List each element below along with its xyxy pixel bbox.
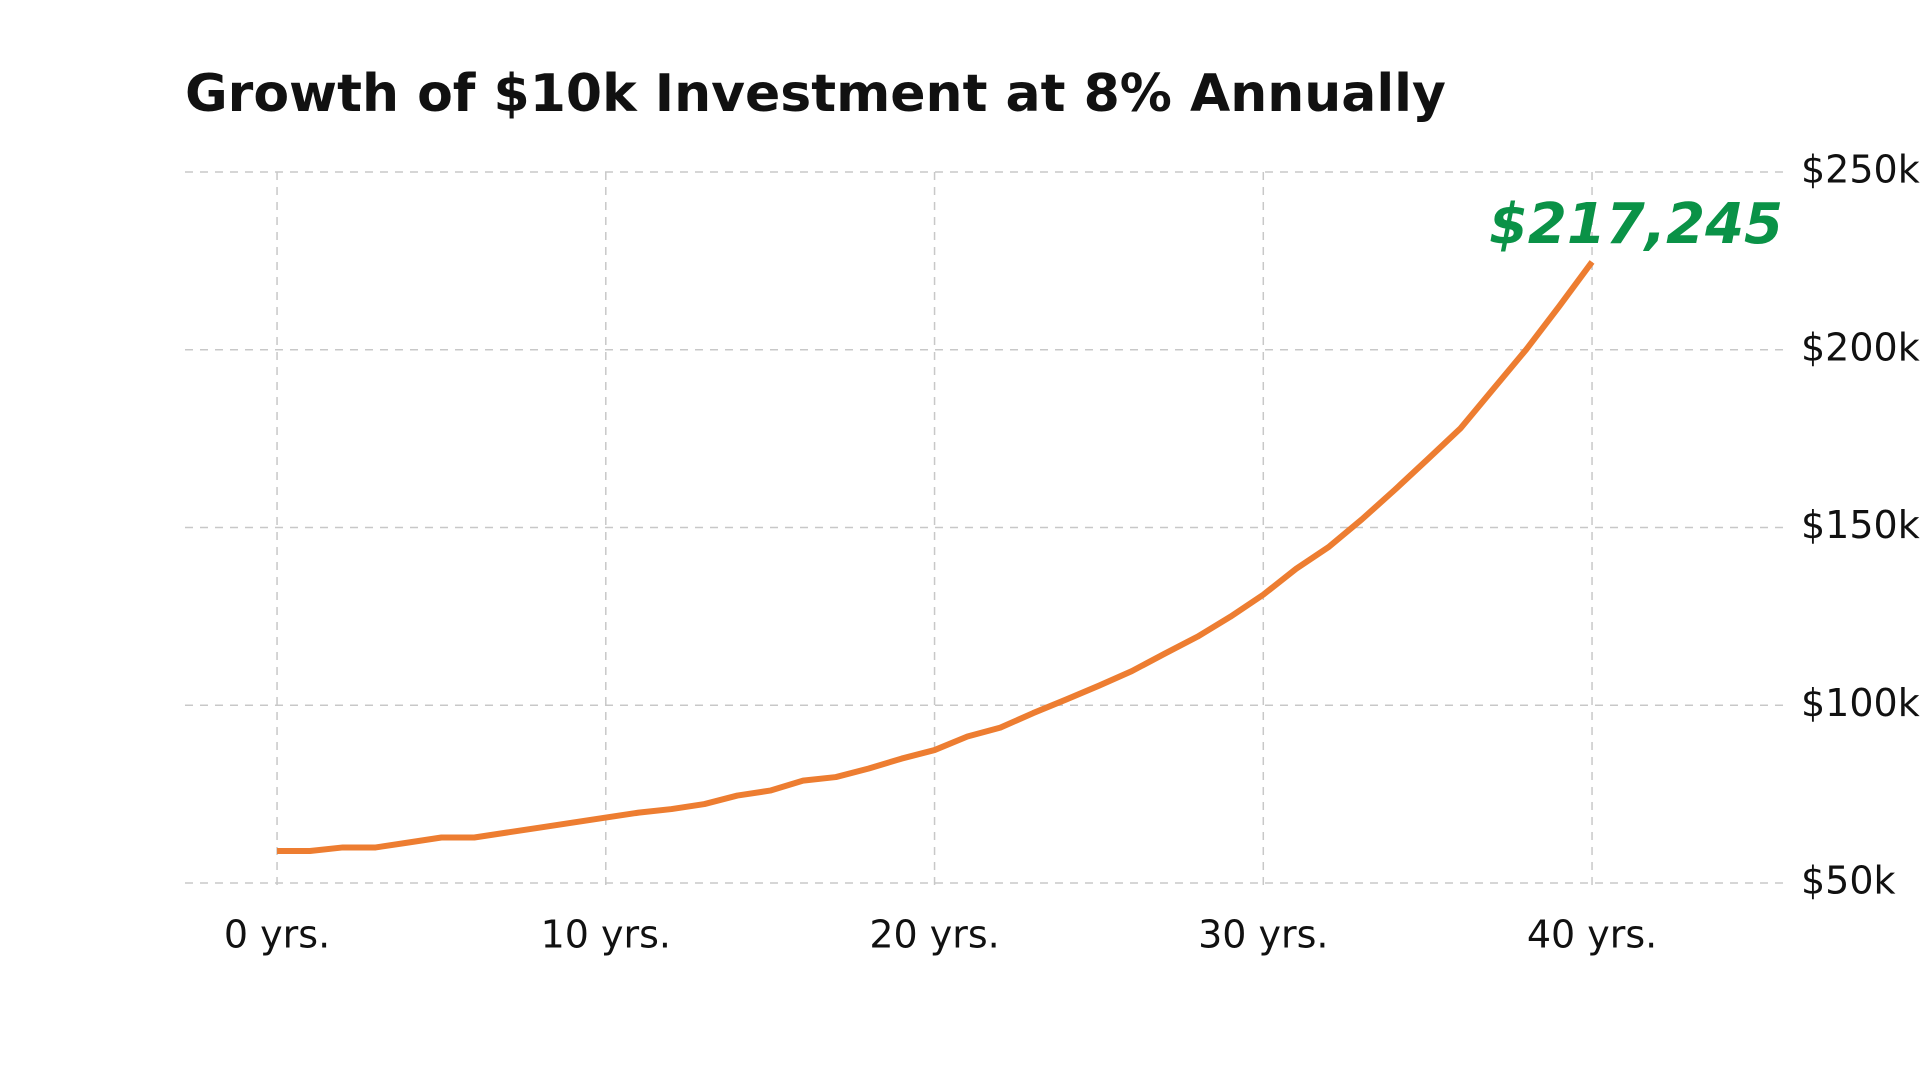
- y-tick-label: $50k: [1801, 859, 1896, 903]
- x-tick-label: 40 yrs.: [1527, 913, 1657, 957]
- y-tick-label: $150k: [1801, 503, 1920, 547]
- x-tick-label: 30 yrs.: [1198, 913, 1328, 957]
- x-tick-label: 10 yrs.: [541, 913, 671, 957]
- y-tick-label: $100k: [1801, 681, 1920, 725]
- annotation: $217,245: [1489, 192, 1783, 257]
- chart-title: Growth of $10k Investment at 8% Annually: [185, 64, 1446, 124]
- line: [277, 260, 1595, 855]
- x-tick-label: 20 yrs.: [869, 913, 999, 957]
- y-tick-label: $200k: [1801, 325, 1920, 369]
- y-tick-label: $250k: [1801, 148, 1920, 192]
- x-tick-label: 0 yrs.: [224, 913, 330, 957]
